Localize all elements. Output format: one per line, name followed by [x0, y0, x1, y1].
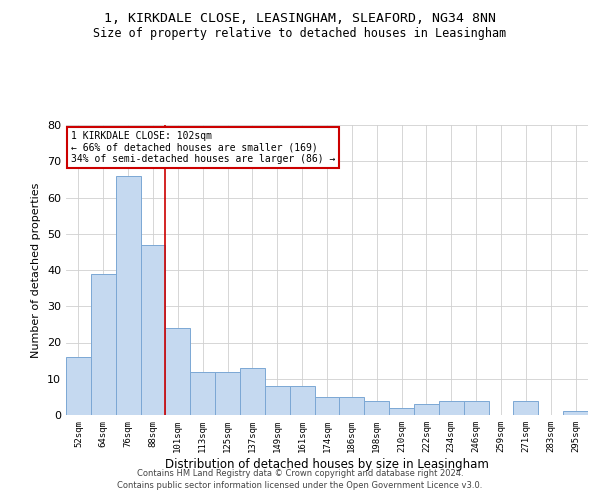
Bar	[439, 400, 464, 415]
Bar	[364, 400, 389, 415]
Bar	[389, 408, 414, 415]
Bar	[66, 357, 91, 415]
Bar	[116, 176, 140, 415]
Bar	[514, 400, 538, 415]
Bar	[91, 274, 116, 415]
X-axis label: Distribution of detached houses by size in Leasingham: Distribution of detached houses by size …	[165, 458, 489, 470]
Text: Contains public sector information licensed under the Open Government Licence v3: Contains public sector information licen…	[118, 481, 482, 490]
Y-axis label: Number of detached properties: Number of detached properties	[31, 182, 41, 358]
Bar	[314, 397, 340, 415]
Text: Size of property relative to detached houses in Leasingham: Size of property relative to detached ho…	[94, 28, 506, 40]
Bar	[464, 400, 488, 415]
Bar	[166, 328, 190, 415]
Text: 1, KIRKDALE CLOSE, LEASINGHAM, SLEAFORD, NG34 8NN: 1, KIRKDALE CLOSE, LEASINGHAM, SLEAFORD,…	[104, 12, 496, 26]
Bar	[340, 397, 364, 415]
Text: Contains HM Land Registry data © Crown copyright and database right 2024.: Contains HM Land Registry data © Crown c…	[137, 468, 463, 477]
Text: 1 KIRKDALE CLOSE: 102sqm
← 66% of detached houses are smaller (169)
34% of semi-: 1 KIRKDALE CLOSE: 102sqm ← 66% of detach…	[71, 131, 335, 164]
Bar	[563, 412, 588, 415]
Bar	[140, 244, 166, 415]
Bar	[290, 386, 314, 415]
Bar	[215, 372, 240, 415]
Bar	[265, 386, 290, 415]
Bar	[240, 368, 265, 415]
Bar	[190, 372, 215, 415]
Bar	[414, 404, 439, 415]
